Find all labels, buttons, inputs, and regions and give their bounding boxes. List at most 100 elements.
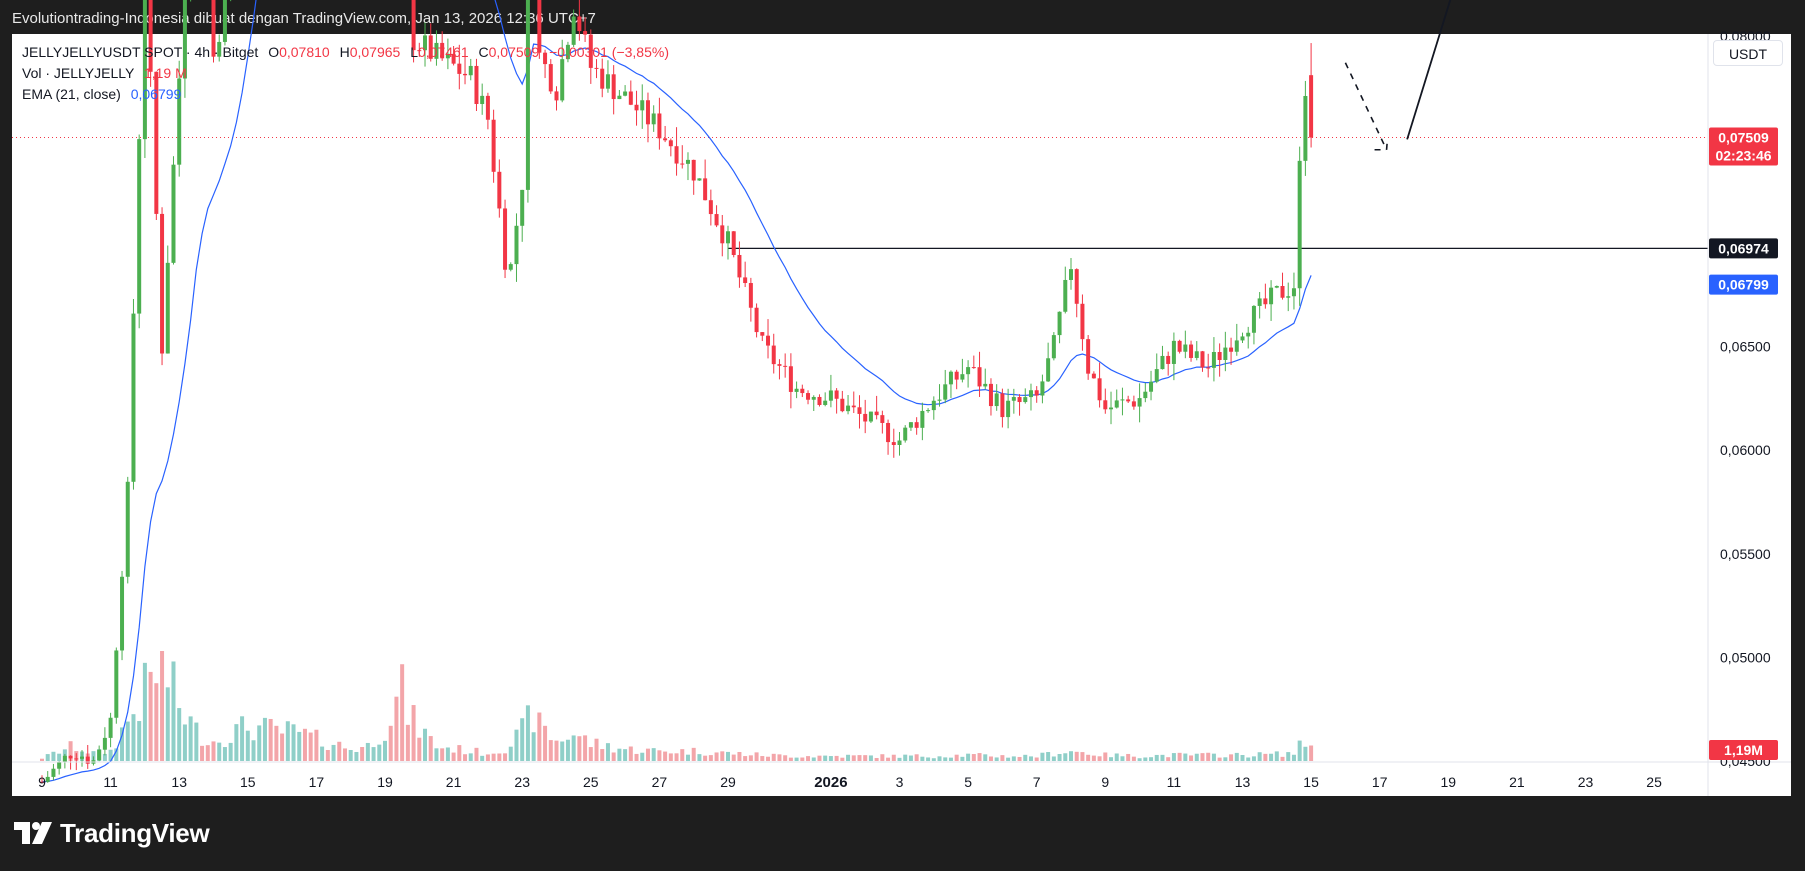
candle-body bbox=[548, 64, 553, 92]
candle-body bbox=[800, 388, 805, 394]
candle-body bbox=[846, 405, 851, 412]
volume-bar bbox=[857, 755, 862, 761]
candle-body bbox=[1160, 355, 1165, 370]
candle-body bbox=[1309, 75, 1314, 138]
tradingview-logo[interactable]: TradingView bbox=[14, 818, 210, 848]
volume-bar bbox=[411, 705, 416, 761]
legend-row-volume: Vol · JELLYJELLY 1,19 M bbox=[22, 65, 187, 81]
volume-bar bbox=[222, 747, 227, 761]
candle-body bbox=[645, 100, 650, 125]
volume-bar bbox=[200, 745, 205, 761]
currency-selector[interactable]: USDT bbox=[1713, 40, 1783, 66]
volume-bar bbox=[1086, 754, 1091, 761]
candle-body bbox=[1274, 285, 1279, 288]
legend-o-label: O bbox=[268, 44, 280, 60]
candle-body bbox=[1149, 381, 1154, 392]
candle-body bbox=[68, 755, 73, 759]
candle-body bbox=[463, 73, 468, 76]
candle-body bbox=[434, 42, 439, 59]
volume-bar bbox=[1057, 754, 1062, 761]
candles bbox=[39, 0, 1314, 784]
legend-ema-label: EMA (21, close) bbox=[22, 86, 121, 102]
chart-frame[interactable] bbox=[12, 34, 1791, 796]
candle-body bbox=[954, 371, 959, 380]
volume-bar bbox=[1109, 757, 1114, 761]
candle-body bbox=[45, 776, 50, 782]
y-tick-label: 0,06000 bbox=[1720, 442, 1771, 458]
volume-bar bbox=[1011, 756, 1016, 761]
x-tick-label: 9 bbox=[38, 774, 46, 790]
candle-body bbox=[1257, 298, 1262, 306]
volume-bar bbox=[39, 758, 45, 761]
legend-ema-value: 0,06799 bbox=[130, 86, 182, 102]
volume-bar bbox=[291, 724, 296, 761]
volume-bar bbox=[297, 731, 302, 761]
support-price-badge bbox=[1709, 238, 1778, 259]
volume-bar bbox=[463, 754, 468, 761]
last-price-badge-text: 0,07509 bbox=[1718, 130, 1769, 146]
candle-body bbox=[1034, 390, 1039, 396]
volume-bar bbox=[708, 755, 713, 761]
x-tick-label: 17 bbox=[309, 774, 325, 790]
volume-bar bbox=[1154, 754, 1159, 761]
candle-body bbox=[1051, 335, 1056, 359]
candle-body bbox=[754, 307, 759, 333]
volume-bar bbox=[228, 742, 233, 761]
volume-bar bbox=[57, 753, 62, 761]
volume-bar bbox=[748, 755, 753, 761]
candle-body bbox=[80, 756, 85, 759]
candle-body bbox=[108, 717, 113, 738]
candle-body bbox=[1126, 399, 1131, 402]
candle-body bbox=[142, 0, 147, 140]
candle-body bbox=[714, 214, 719, 226]
volume-bar bbox=[257, 725, 262, 761]
last-price-badge-text: 02:23:46 bbox=[1715, 148, 1771, 164]
volume-bar bbox=[400, 664, 405, 761]
y-tick-label: 0,06500 bbox=[1720, 339, 1771, 355]
candle-body bbox=[1103, 400, 1108, 410]
volume-bar bbox=[474, 747, 479, 761]
candle-body bbox=[474, 65, 479, 105]
volume-bar bbox=[937, 756, 942, 761]
candle-body bbox=[97, 749, 102, 761]
volume-bar bbox=[737, 751, 742, 761]
volume-bar bbox=[754, 752, 759, 761]
volume-bar bbox=[1006, 757, 1011, 761]
candle-body bbox=[102, 737, 107, 750]
candle-body bbox=[806, 393, 811, 400]
candle-body bbox=[1028, 390, 1033, 398]
volume-bar bbox=[91, 751, 96, 761]
candle-body bbox=[926, 410, 931, 412]
volume-bar bbox=[285, 721, 290, 761]
volume-bar bbox=[342, 748, 347, 761]
volume-bar bbox=[823, 755, 828, 761]
candle-body bbox=[857, 407, 862, 414]
candle-body bbox=[617, 95, 622, 100]
candle-body bbox=[468, 65, 473, 76]
volume-bar bbox=[1143, 757, 1148, 761]
x-tick-label: 15 bbox=[1303, 774, 1319, 790]
candle-body bbox=[1240, 336, 1245, 341]
volume-bar bbox=[851, 755, 856, 761]
volume-bar bbox=[794, 757, 799, 761]
candle-body bbox=[177, 78, 182, 165]
y-tick-label: 0,05000 bbox=[1720, 649, 1771, 665]
candle-body bbox=[1131, 401, 1136, 407]
volume-bar bbox=[531, 732, 536, 761]
volume-bar bbox=[914, 754, 919, 761]
candle-body bbox=[1109, 407, 1114, 410]
volume-bar bbox=[766, 756, 771, 761]
volume-bar bbox=[503, 753, 508, 761]
candle-body bbox=[497, 171, 502, 209]
candle-body bbox=[680, 163, 685, 165]
candle-body bbox=[114, 650, 119, 718]
candle-body bbox=[1303, 95, 1308, 161]
candle-body bbox=[508, 264, 513, 270]
volume-bar bbox=[1171, 753, 1176, 761]
candle-body bbox=[948, 371, 953, 385]
candle-body bbox=[1194, 351, 1199, 358]
support-price-badge-text: 0,06974 bbox=[1718, 240, 1769, 256]
volume-bars bbox=[39, 651, 1314, 761]
x-tick-label: 21 bbox=[446, 774, 462, 790]
